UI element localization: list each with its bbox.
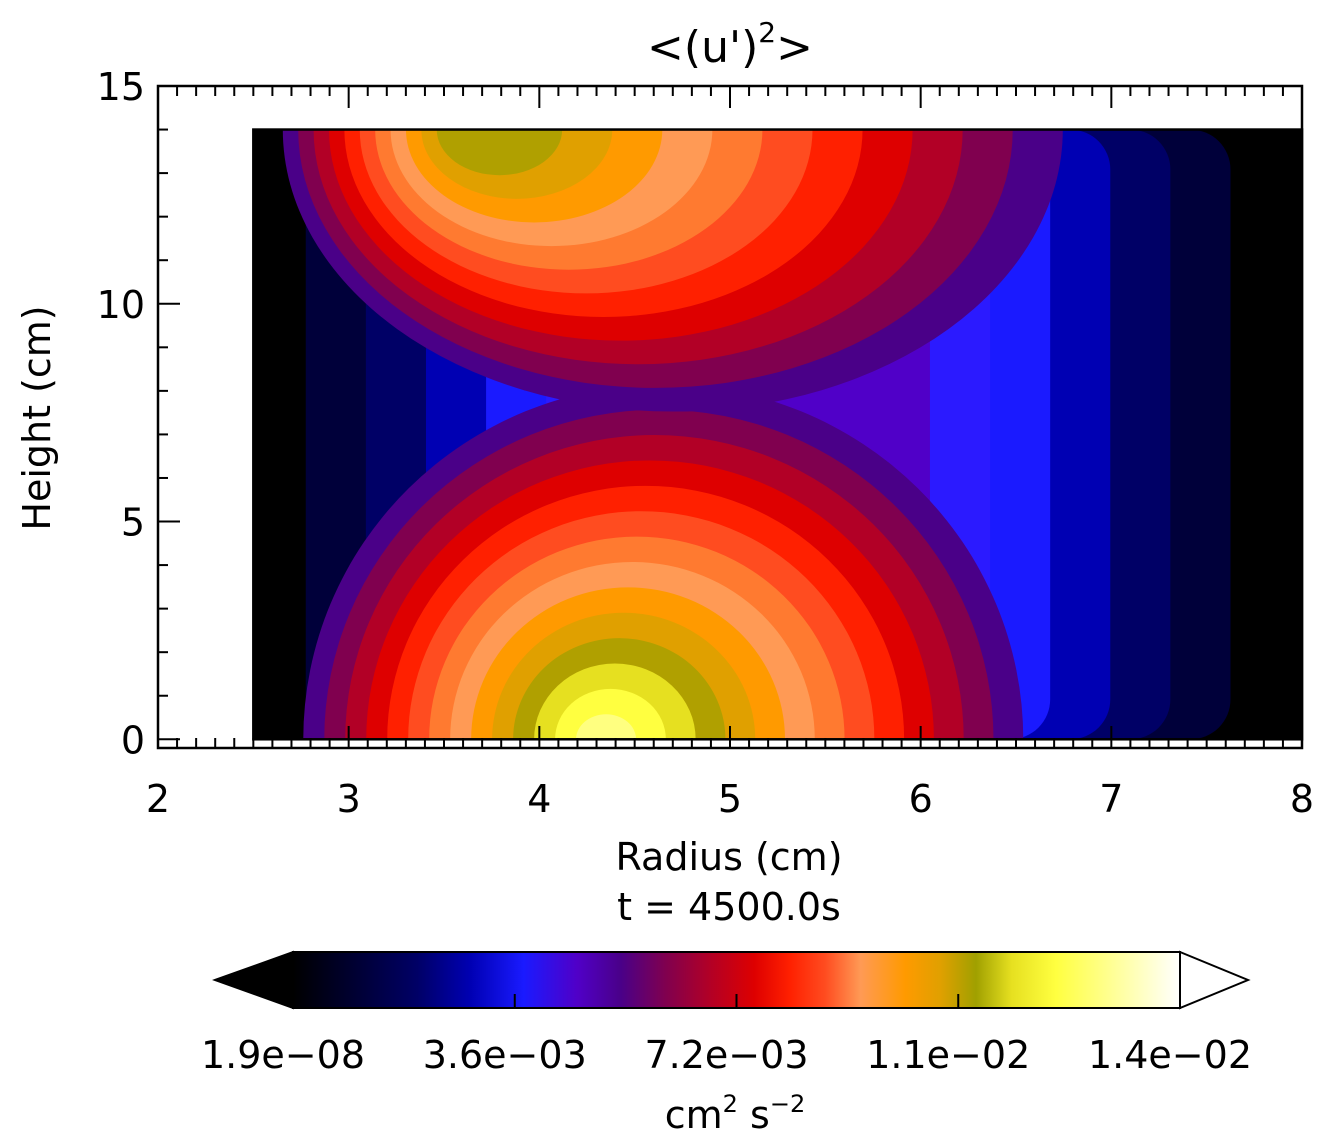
x-axis-label: Radius (cm): [615, 835, 842, 879]
y-tick-label: 10: [97, 283, 145, 327]
colorbar-tick-label: 1.9e−08: [201, 1033, 365, 1077]
y-axis-label: Height (cm): [15, 305, 59, 530]
colorbar-tick-label: 3.6e−03: [423, 1033, 587, 1077]
colorbar: 1.9e−08 3.6e−03 7.2e−03 1.1e−02 1.4e−02 cm2 …: [201, 950, 1252, 1135]
colorbar-tick-label: 7.2e−03: [644, 1033, 808, 1077]
lower-lobe-level: [576, 714, 637, 740]
y-tick-label: 15: [97, 65, 145, 109]
colorbar-under-arrow: [212, 950, 294, 1010]
contour-field: [253, 129, 1302, 740]
upper-lobe-level: [436, 129, 563, 176]
x-tick-label: 2: [146, 777, 170, 821]
y-tick-label: 5: [121, 501, 145, 545]
chart-title: <(u')2>: [647, 16, 813, 73]
x-tick-label: 8: [1290, 777, 1314, 821]
y-tick-label: 0: [121, 718, 145, 762]
x-tick-label: 4: [527, 777, 551, 821]
colorbar-unit: cm2 s−2: [665, 1090, 805, 1135]
colorbar-over-arrow: [1179, 950, 1251, 1010]
time-label: t = 4500.0s: [617, 885, 841, 929]
colorbar-tick-label: 1.1e−02: [866, 1033, 1030, 1077]
plot-axes: 2 3 4 5 6 7 8 0 5 10 15: [97, 65, 1314, 821]
x-tick-label: 5: [718, 777, 742, 821]
colorbar-tick-label: 1.4e−02: [1088, 1033, 1252, 1077]
x-tick-label: 6: [909, 777, 933, 821]
x-tick-label: 3: [337, 777, 361, 821]
x-tick-label: 7: [1099, 777, 1123, 821]
